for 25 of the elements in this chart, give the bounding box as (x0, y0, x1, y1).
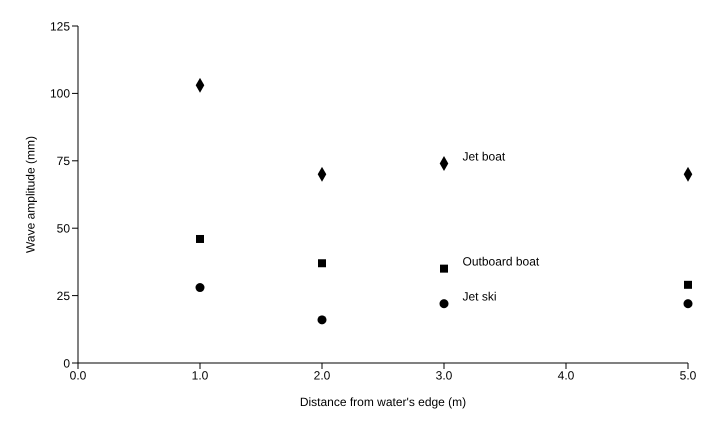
series-label: Jet boat (462, 149, 506, 164)
series-label: Jet ski (462, 290, 497, 304)
y-tick-label: 0 (63, 356, 70, 370)
y-tick-label: 75 (56, 154, 70, 168)
point (683, 299, 693, 308)
x-tick-label: 4.0 (558, 368, 575, 383)
x-axis-title: Distance from water's edge (m) (300, 395, 466, 409)
point (684, 280, 692, 289)
y-tick-label: 50 (56, 221, 70, 236)
y-axis-title: Wave amplitude (mm) (23, 136, 38, 253)
x-tick-label: 1.0 (192, 368, 209, 383)
point (195, 283, 205, 292)
point (318, 259, 326, 268)
y-tick-label: 25 (56, 288, 70, 303)
x-tick-label: 2.0 (314, 368, 331, 383)
series-label: Outboard boat (462, 254, 540, 269)
y-tick-label: 125 (50, 19, 70, 34)
point (196, 234, 204, 243)
point (440, 264, 448, 273)
y-tick-label: 100 (50, 86, 70, 101)
x-tick-label: 3.0 (436, 368, 453, 383)
point (439, 299, 449, 308)
x-tick-label: 0.0 (70, 368, 87, 383)
point (317, 315, 327, 324)
x-tick-label: 5.0 (680, 368, 697, 383)
